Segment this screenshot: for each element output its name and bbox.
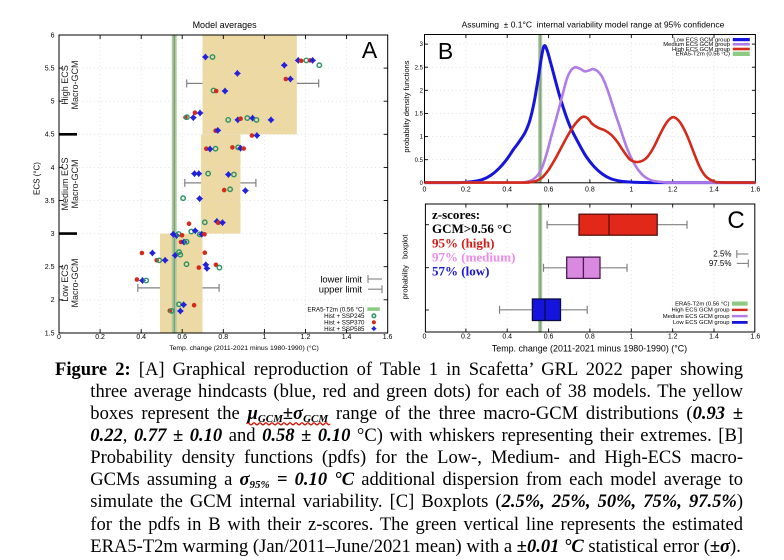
svg-text:1.2: 1.2 [301, 334, 311, 341]
svg-text:Macro-GCM: Macro-GCM [70, 259, 80, 308]
svg-text:0.2: 0.2 [461, 334, 471, 341]
svg-text:0: 0 [57, 334, 61, 341]
svg-text:6: 6 [51, 32, 55, 39]
svg-text:0: 0 [423, 334, 427, 341]
svg-text:1.5: 1.5 [45, 330, 55, 337]
svg-text:Temp. change (2011-2021 minus: Temp. change (2011-2021 minus 1980-1990)… [492, 343, 687, 353]
svg-text:0: 0 [420, 181, 424, 187]
svg-text:0.4: 0.4 [136, 334, 146, 341]
svg-text:1.4: 1.4 [709, 186, 719, 193]
svg-text:0.5: 0.5 [415, 158, 424, 164]
svg-text:0.8: 0.8 [218, 334, 228, 341]
svg-text:1: 1 [420, 135, 424, 141]
svg-text:C: C [727, 207, 744, 234]
svg-text:High ECS GCM group: High ECS GCM group [672, 47, 731, 53]
svg-text:0.2: 0.2 [95, 334, 105, 341]
svg-text:4.5: 4.5 [45, 132, 55, 139]
svg-text:Low ECS GCM group: Low ECS GCM group [673, 320, 730, 326]
svg-text:Low ECS GCM group: Low ECS GCM group [673, 37, 730, 43]
svg-text:57% (low): 57% (low) [432, 264, 489, 279]
svg-text:Medium ECS: Medium ECS [60, 157, 70, 210]
svg-text:1.6: 1.6 [383, 334, 393, 341]
svg-text:1: 1 [629, 334, 633, 341]
svg-text:ERA5-T2m (0.56 °C): ERA5-T2m (0.56 °C) [676, 52, 730, 58]
svg-text:B: B [438, 38, 453, 64]
svg-text:1.6: 1.6 [751, 334, 761, 341]
svg-text:3: 3 [420, 42, 424, 48]
svg-text:Hist + SSP245: Hist + SSP245 [324, 313, 365, 320]
svg-text:0.6: 0.6 [177, 334, 187, 341]
svg-text:2: 2 [420, 88, 424, 94]
svg-text:upper limit: upper limit [319, 284, 363, 295]
svg-text:Medium ECS GCM group: Medium ECS GCM group [663, 314, 731, 320]
svg-text:5.5: 5.5 [45, 66, 55, 73]
svg-text:3.5: 3.5 [45, 198, 55, 205]
svg-text:1: 1 [629, 186, 633, 193]
svg-text:Macro-GCM: Macro-GCM [70, 61, 80, 110]
svg-text:1.2: 1.2 [668, 334, 678, 341]
svg-text:1.2: 1.2 [668, 186, 678, 193]
svg-text:Macro-GCM: Macro-GCM [70, 160, 80, 209]
svg-text:Hist + SSP370: Hist + SSP370 [324, 319, 365, 326]
svg-text:95% (high): 95% (high) [432, 236, 494, 251]
svg-text:1.6: 1.6 [751, 186, 761, 193]
svg-text:probability density functions: probability density functions [402, 60, 411, 152]
svg-text:Low ECS: Low ECS [60, 264, 70, 302]
svg-text:Temp. change (2011-2021 minus: Temp. change (2011-2021 minus 1980-1990)… [169, 344, 319, 352]
svg-text:0.2: 0.2 [461, 186, 471, 193]
svg-text:lower limit: lower limit [320, 273, 362, 284]
svg-text:Model averages: Model averages [193, 20, 258, 30]
svg-text:ECS (°C): ECS (°C) [33, 162, 42, 195]
svg-text:3: 3 [51, 231, 55, 238]
svg-text:2.5: 2.5 [45, 264, 55, 271]
svg-text:97% (medium): 97% (medium) [432, 250, 515, 265]
svg-text:4: 4 [51, 165, 55, 172]
svg-text:0.4: 0.4 [502, 334, 512, 341]
svg-text:2.5%: 2.5% [713, 250, 731, 259]
svg-text:Hist + SSP585: Hist + SSP585 [324, 326, 365, 333]
svg-text:2.5: 2.5 [415, 65, 424, 71]
svg-text:0.8: 0.8 [585, 186, 595, 193]
svg-text:1.4: 1.4 [709, 334, 719, 341]
svg-text:Medium ECS GCM group: Medium ECS GCM group [663, 42, 731, 48]
svg-text:GCM>0.56 °C: GCM>0.56 °C [432, 221, 512, 236]
svg-text:ERA5-T2m (0.56 °C): ERA5-T2m (0.56 °C) [675, 301, 729, 307]
svg-text:Assuming ± 0.1°C internal va: Assuming ± 0.1°C internal variability mo… [462, 19, 725, 29]
svg-text:1.4: 1.4 [342, 334, 352, 341]
svg-text:0.4: 0.4 [502, 186, 512, 193]
svg-text:0.6: 0.6 [544, 334, 554, 341]
svg-text:2: 2 [51, 297, 55, 304]
svg-text:0.8: 0.8 [585, 334, 595, 341]
svg-text:High ECS: High ECS [60, 65, 70, 105]
svg-text:High ECS GCM group: High ECS GCM group [672, 308, 731, 314]
svg-text:5: 5 [51, 99, 55, 106]
svg-text:1.5: 1.5 [415, 112, 424, 118]
svg-text:0: 0 [423, 186, 427, 193]
svg-text:probability boxplot: probability boxplot [401, 234, 410, 300]
svg-text:ERA5-T2m (0.56 °C): ERA5-T2m (0.56 °C) [307, 306, 364, 313]
svg-text:97.5%: 97.5% [709, 259, 732, 268]
svg-text:0.6: 0.6 [544, 186, 554, 193]
svg-text:z-scores:: z-scores: [432, 207, 480, 222]
svg-text:1: 1 [262, 334, 266, 341]
svg-text:A: A [362, 37, 378, 63]
